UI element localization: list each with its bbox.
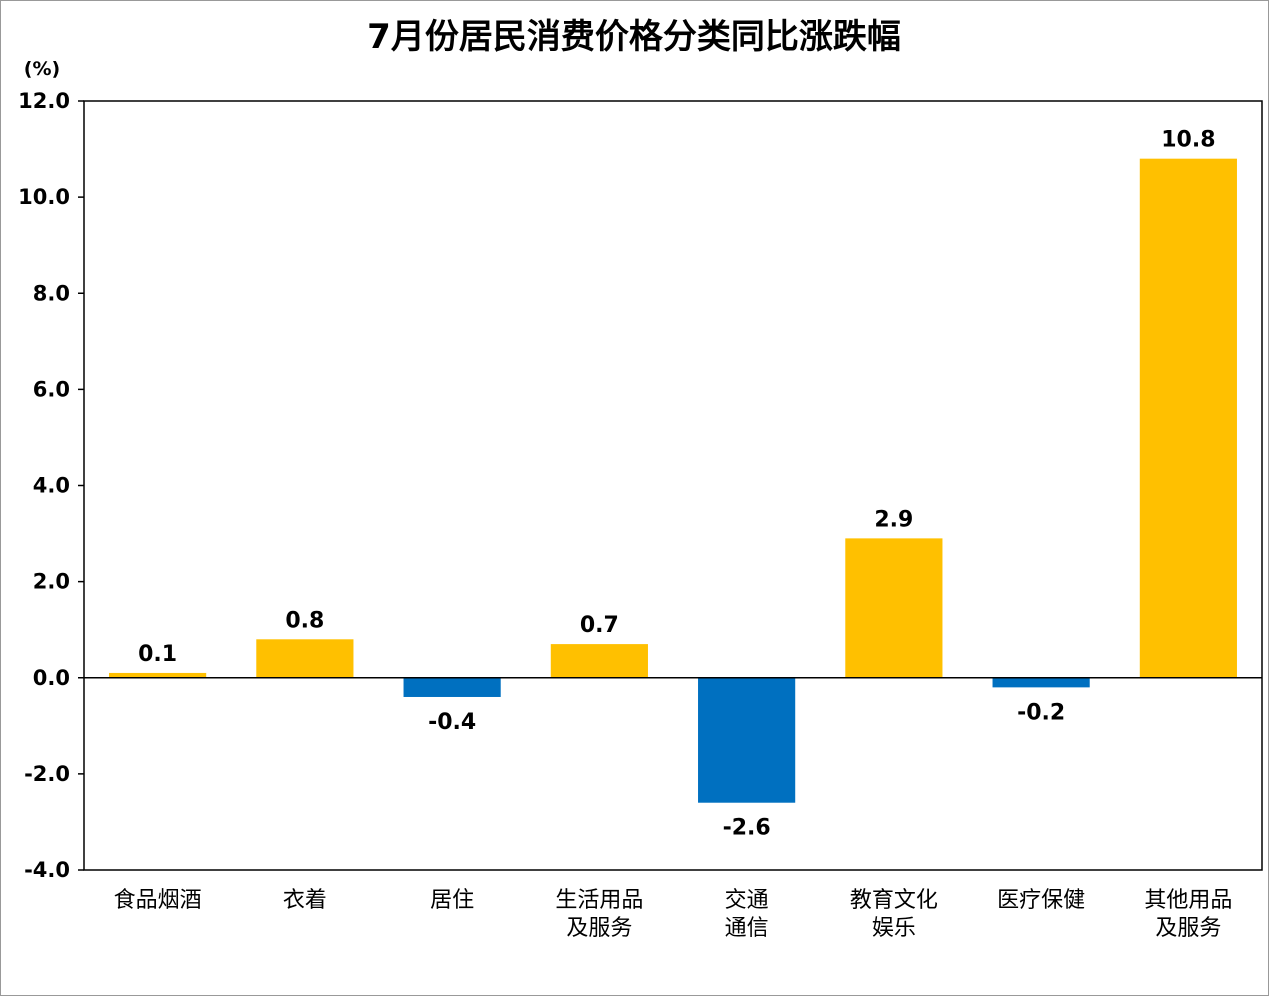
bar-value-label: 0.7 <box>580 613 619 638</box>
y-tick-label: 6.0 <box>33 377 70 401</box>
y-tick-label: 4.0 <box>33 474 70 498</box>
bars-group <box>109 158 1237 803</box>
bar-value-label: 0.8 <box>285 608 324 633</box>
y-tick-label: -4.0 <box>24 858 70 882</box>
y-tick-label: 12.0 <box>18 89 70 113</box>
bar-value-label: 2.9 <box>874 507 913 532</box>
bar <box>698 677 796 803</box>
x-category-label: 其他用品及服务 <box>1144 888 1232 941</box>
y-axis-ticks: -4.0 -2.0 0.0 2.0 4.0 6.0 8.0 10.0 12.0 <box>18 89 84 882</box>
x-category-label: 食品烟酒 <box>114 888 202 913</box>
bar-value-label: 10.8 <box>1161 128 1215 153</box>
x-category-label: 衣着 <box>283 888 327 913</box>
x-category-label: 交通通信 <box>725 888 769 941</box>
y-tick-label: 0.0 <box>33 666 70 690</box>
x-category-label: 生活用品及服务 <box>555 888 643 941</box>
bar-value-label: 0.1 <box>138 642 177 667</box>
chart-title: 7月份居民消费价格分类同比涨跌幅 <box>367 17 901 57</box>
bar-value-label: -0.4 <box>428 710 476 735</box>
y-tick-label: 8.0 <box>33 281 70 305</box>
bar <box>256 639 354 678</box>
plot-area-border <box>83 100 1263 871</box>
bar <box>992 677 1090 688</box>
y-tick-label: -2.0 <box>24 762 70 786</box>
bar-value-label: -2.6 <box>723 816 771 841</box>
y-axis-unit-label: (%) <box>24 58 60 80</box>
x-category-label: 居住 <box>430 888 474 913</box>
value-labels-group: 0.1 0.8 -0.4 0.7 -2.6 2.9 -0.2 10.8 <box>138 128 1215 841</box>
bar <box>403 677 501 697</box>
bar-value-label: -0.2 <box>1017 700 1065 725</box>
bar <box>845 538 943 678</box>
y-tick-label: 10.0 <box>18 185 70 209</box>
bar <box>109 672 207 678</box>
category-labels-group: 食品烟酒 衣着 居住 生活用品及服务 交通通信 教育文化娱乐 医疗保健 其他用品及服务 <box>114 888 1233 941</box>
x-category-label: 教育文化娱乐 <box>850 888 938 941</box>
bar <box>550 644 648 678</box>
bar <box>1139 158 1237 678</box>
x-category-label: 医疗保健 <box>997 888 1085 913</box>
y-tick-label: 2.0 <box>33 570 70 594</box>
